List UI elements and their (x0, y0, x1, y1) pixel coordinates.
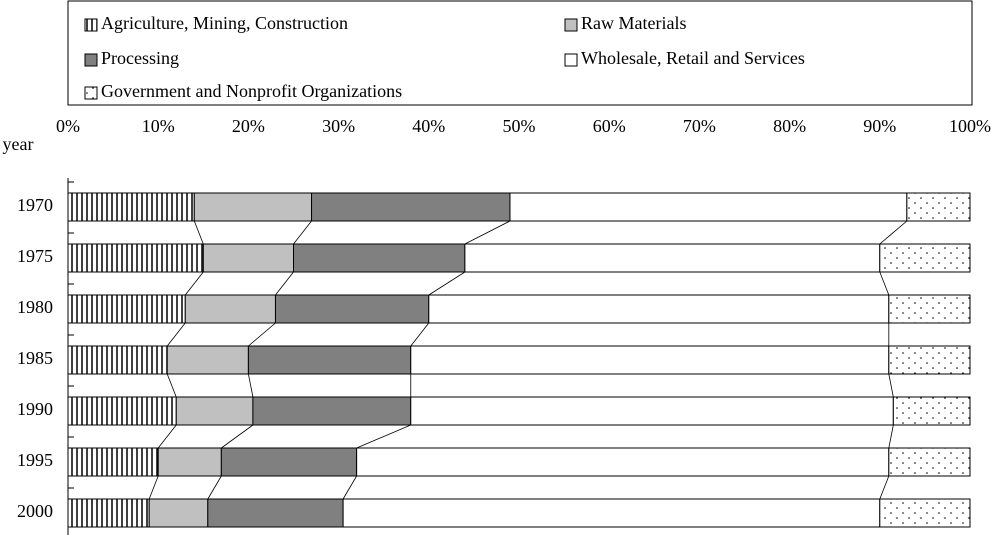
bar-segment (509, 192, 908, 222)
y-tick-label: 1990 (17, 399, 53, 419)
connector-line (879, 475, 890, 500)
bar-segment (879, 243, 971, 273)
connector-line (888, 424, 894, 449)
connector-line (888, 373, 894, 398)
bar-segment (342, 498, 881, 528)
bar-segment (293, 243, 466, 273)
connector-line (356, 424, 411, 449)
x-tick-label: 30% (322, 116, 355, 136)
connector-line (342, 475, 357, 500)
bar-segment (67, 243, 204, 273)
bar-segment (879, 498, 971, 528)
y-tick-label: 1995 (17, 450, 53, 470)
legend-swatch (84, 18, 98, 32)
legend-box (67, 0, 973, 106)
bar-segment (202, 243, 294, 273)
x-tick-label: 80% (773, 116, 806, 136)
bar-segment (175, 396, 254, 426)
bar-segment (311, 192, 511, 222)
connector-line (275, 271, 294, 296)
connector-line (410, 322, 430, 347)
x-tick-label: 90% (863, 116, 896, 136)
bar-segment (410, 396, 894, 426)
bar-segment (67, 447, 159, 477)
legend-swatch (564, 53, 578, 67)
connector-line (166, 373, 177, 398)
x-tick-label: 60% (593, 116, 626, 136)
bar-segment (157, 447, 222, 477)
legend-label: Wholesale, Retail and Services (581, 48, 805, 68)
legend-label: Raw Materials (581, 13, 686, 33)
bar-segment (892, 396, 971, 426)
bar-segment (906, 192, 971, 222)
legend-swatch (564, 18, 578, 32)
bar-segment (247, 345, 412, 375)
x-tick-label: 50% (503, 116, 536, 136)
connector-line (879, 220, 908, 245)
y-tick-label: 1975 (17, 246, 53, 266)
bar-segment (888, 294, 971, 324)
legend-swatch (84, 86, 98, 100)
bar-segment (356, 447, 890, 477)
connector-line (221, 424, 254, 449)
bar-segment (274, 294, 430, 324)
connector-line (248, 373, 254, 398)
x-tick-label: 40% (412, 116, 445, 136)
y-tick-label: 1970 (17, 195, 53, 215)
connector-line (184, 271, 204, 296)
connector-line (428, 271, 466, 296)
bar-segment (67, 345, 168, 375)
bar-segment (888, 447, 971, 477)
legend-swatch (84, 53, 98, 67)
y-tick-label: 2000 (17, 501, 53, 521)
bar-segment (67, 294, 186, 324)
connector-line (248, 322, 276, 347)
bar-segment (67, 192, 195, 222)
connector-line (193, 220, 204, 245)
legend-label: Government and Nonprofit Organizations (101, 81, 402, 101)
bar-segment (888, 345, 971, 375)
connector-line (293, 220, 312, 245)
bar-segment (428, 294, 890, 324)
x-tick-label: 10% (142, 116, 175, 136)
bar-segment (410, 345, 890, 375)
legend-label: Processing (101, 48, 179, 68)
y-axis-label: year (3, 134, 34, 154)
connector-line (157, 424, 177, 449)
connector-line (148, 475, 159, 500)
y-tick-label: 1980 (17, 297, 53, 317)
x-tick-label: 20% (232, 116, 265, 136)
bar-segment (464, 243, 881, 273)
bar-segment (184, 294, 276, 324)
bar-segment (166, 345, 249, 375)
bar-segment (67, 498, 150, 528)
bar-segment (67, 396, 177, 426)
connector-line (879, 271, 890, 296)
connector-line (166, 322, 186, 347)
legend-label: Agriculture, Mining, Construction (101, 13, 348, 33)
y-tick-label: 1985 (17, 348, 53, 368)
connector-line (207, 475, 222, 500)
x-tick-label: 70% (683, 116, 716, 136)
bar-segment (220, 447, 358, 477)
bar-segment (193, 192, 313, 222)
x-tick-label: 0% (56, 116, 80, 136)
bar-segment (207, 498, 344, 528)
x-tick-label: 100% (949, 116, 991, 136)
bar-segment (148, 498, 209, 528)
bar-segment (252, 396, 412, 426)
connector-line (464, 220, 511, 245)
